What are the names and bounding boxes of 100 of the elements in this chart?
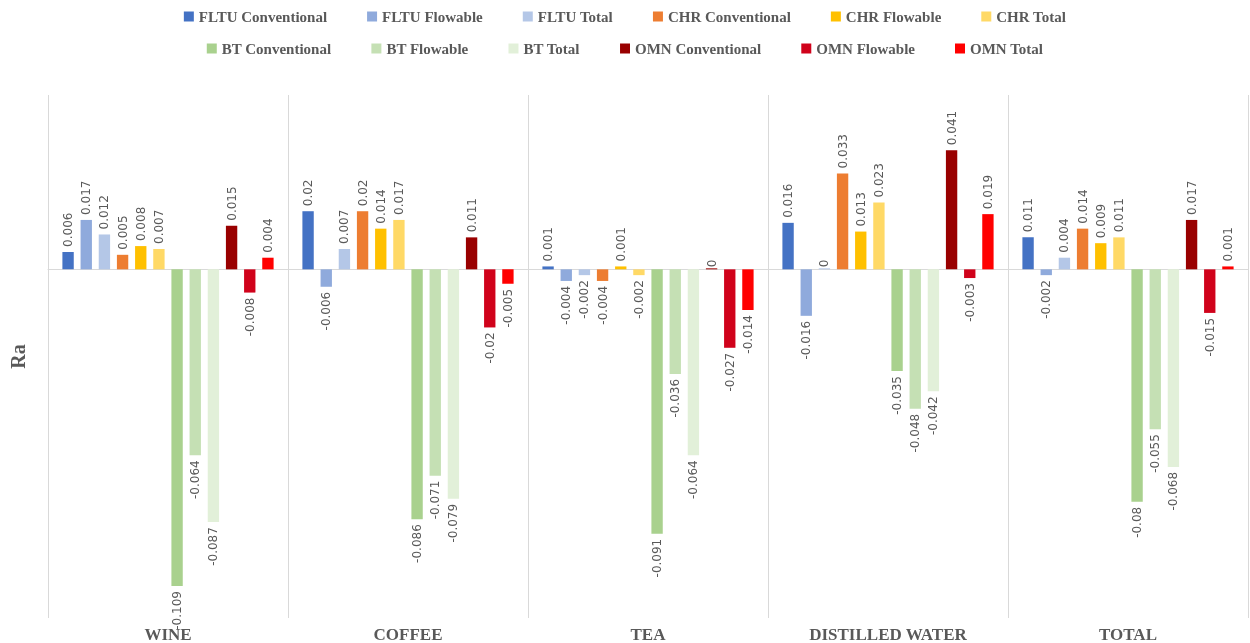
data-label: 0.008 <box>133 206 148 242</box>
bar <box>262 257 274 270</box>
bar <box>1149 269 1161 430</box>
bar <box>1167 269 1180 467</box>
bar <box>356 211 369 270</box>
data-label: -0.042 <box>926 396 941 436</box>
data-label: -0.002 <box>1039 280 1054 319</box>
data-label: -0.086 <box>410 524 425 563</box>
data-label: -0.068 <box>1166 471 1181 511</box>
bar <box>447 269 460 499</box>
data-label: 0.007 <box>337 209 352 244</box>
bar <box>135 246 147 270</box>
bar <box>1113 237 1125 270</box>
bar <box>171 269 183 587</box>
data-label: 0.017 <box>391 180 406 215</box>
bar <box>484 269 496 328</box>
legend-label: FLTU Conventional <box>198 8 328 25</box>
data-label: -0.08 <box>1130 506 1145 538</box>
data-label: 0 <box>704 259 719 268</box>
bar <box>411 269 423 520</box>
bar <box>502 269 514 284</box>
bar <box>742 269 754 311</box>
data-label: 0.011 <box>1111 198 1126 233</box>
bar <box>225 225 238 270</box>
data-label: -0.002 <box>631 280 646 319</box>
bar <box>1204 269 1216 313</box>
bar <box>465 237 478 270</box>
y-axis-title: Ra <box>7 344 29 369</box>
data-label: 0.007 <box>151 209 166 244</box>
data-label: -0.016 <box>799 320 814 360</box>
bar <box>800 269 812 316</box>
data-label: 0 <box>817 259 832 268</box>
bar <box>1058 257 1071 270</box>
bar <box>375 228 387 270</box>
data-label: 0.041 <box>944 110 959 146</box>
bar <box>964 269 976 279</box>
data-label: 0.015 <box>224 186 239 221</box>
data-label: -0.091 <box>650 538 665 578</box>
bar <box>80 219 92 270</box>
data-label: -0.004 <box>559 285 574 325</box>
data-label: 0.017 <box>79 180 94 215</box>
data-label: -0.036 <box>668 378 683 418</box>
legend-label: CHR Conventional <box>667 8 791 25</box>
data-label: -0.035 <box>890 376 905 415</box>
data-label: 0.004 <box>260 218 275 253</box>
bar <box>687 269 700 456</box>
bar <box>578 269 591 276</box>
legend-label: FLTU Total <box>537 8 613 25</box>
data-label: 0.02 <box>301 179 316 207</box>
bar <box>855 231 867 270</box>
bar <box>393 219 405 270</box>
bar <box>836 173 849 270</box>
data-label: -0.005 <box>500 288 515 328</box>
bar <box>891 269 903 372</box>
data-label: 0.004 <box>1057 218 1072 253</box>
data-label: 0.013 <box>853 192 868 227</box>
bar <box>207 269 220 523</box>
data-label: 0.001 <box>541 227 556 262</box>
data-label: -0.079 <box>446 503 461 543</box>
bar <box>982 214 994 270</box>
data-label: 0.014 <box>373 189 388 224</box>
bar <box>945 150 958 270</box>
data-label: -0.003 <box>962 283 977 322</box>
bar <box>542 266 554 270</box>
data-label: 0.011 <box>1021 198 1036 233</box>
data-label: 0.023 <box>871 163 886 198</box>
data-label: 0.014 <box>1075 189 1090 224</box>
bar <box>633 269 645 276</box>
data-label: -0.087 <box>206 527 221 566</box>
bar <box>1095 243 1107 270</box>
bar <box>1040 269 1052 276</box>
bar <box>189 269 201 456</box>
data-label: -0.008 <box>242 297 257 337</box>
data-label: 0.033 <box>835 134 850 169</box>
bar <box>1185 219 1198 270</box>
data-label: 0.005 <box>115 215 130 250</box>
bar <box>651 269 663 534</box>
legend-label: CHR Flowable <box>845 8 942 25</box>
data-label: -0.064 <box>686 460 701 499</box>
data-label: -0.002 <box>577 280 592 319</box>
bar <box>909 269 921 409</box>
data-label: 0.019 <box>980 174 995 210</box>
data-label: -0.109 <box>170 591 185 630</box>
data-label: 0.011 <box>464 198 479 233</box>
legend-label: OMN Conventional <box>635 40 762 57</box>
data-label: -0.02 <box>482 332 497 364</box>
bar <box>153 248 165 270</box>
data-label: -0.071 <box>428 480 443 520</box>
legend-label: OMN Flowable <box>816 40 916 57</box>
bar <box>116 254 129 270</box>
data-label: 0.02 <box>355 179 370 207</box>
bar <box>1076 228 1089 270</box>
data-label: 0.001 <box>613 227 628 262</box>
data-label: -0.048 <box>908 413 923 453</box>
bar <box>429 269 441 476</box>
x-tick-label: COFFEE <box>373 625 443 643</box>
data-label: -0.027 <box>722 352 737 392</box>
bar <box>724 269 736 348</box>
bar <box>560 269 572 281</box>
bar <box>596 269 609 281</box>
